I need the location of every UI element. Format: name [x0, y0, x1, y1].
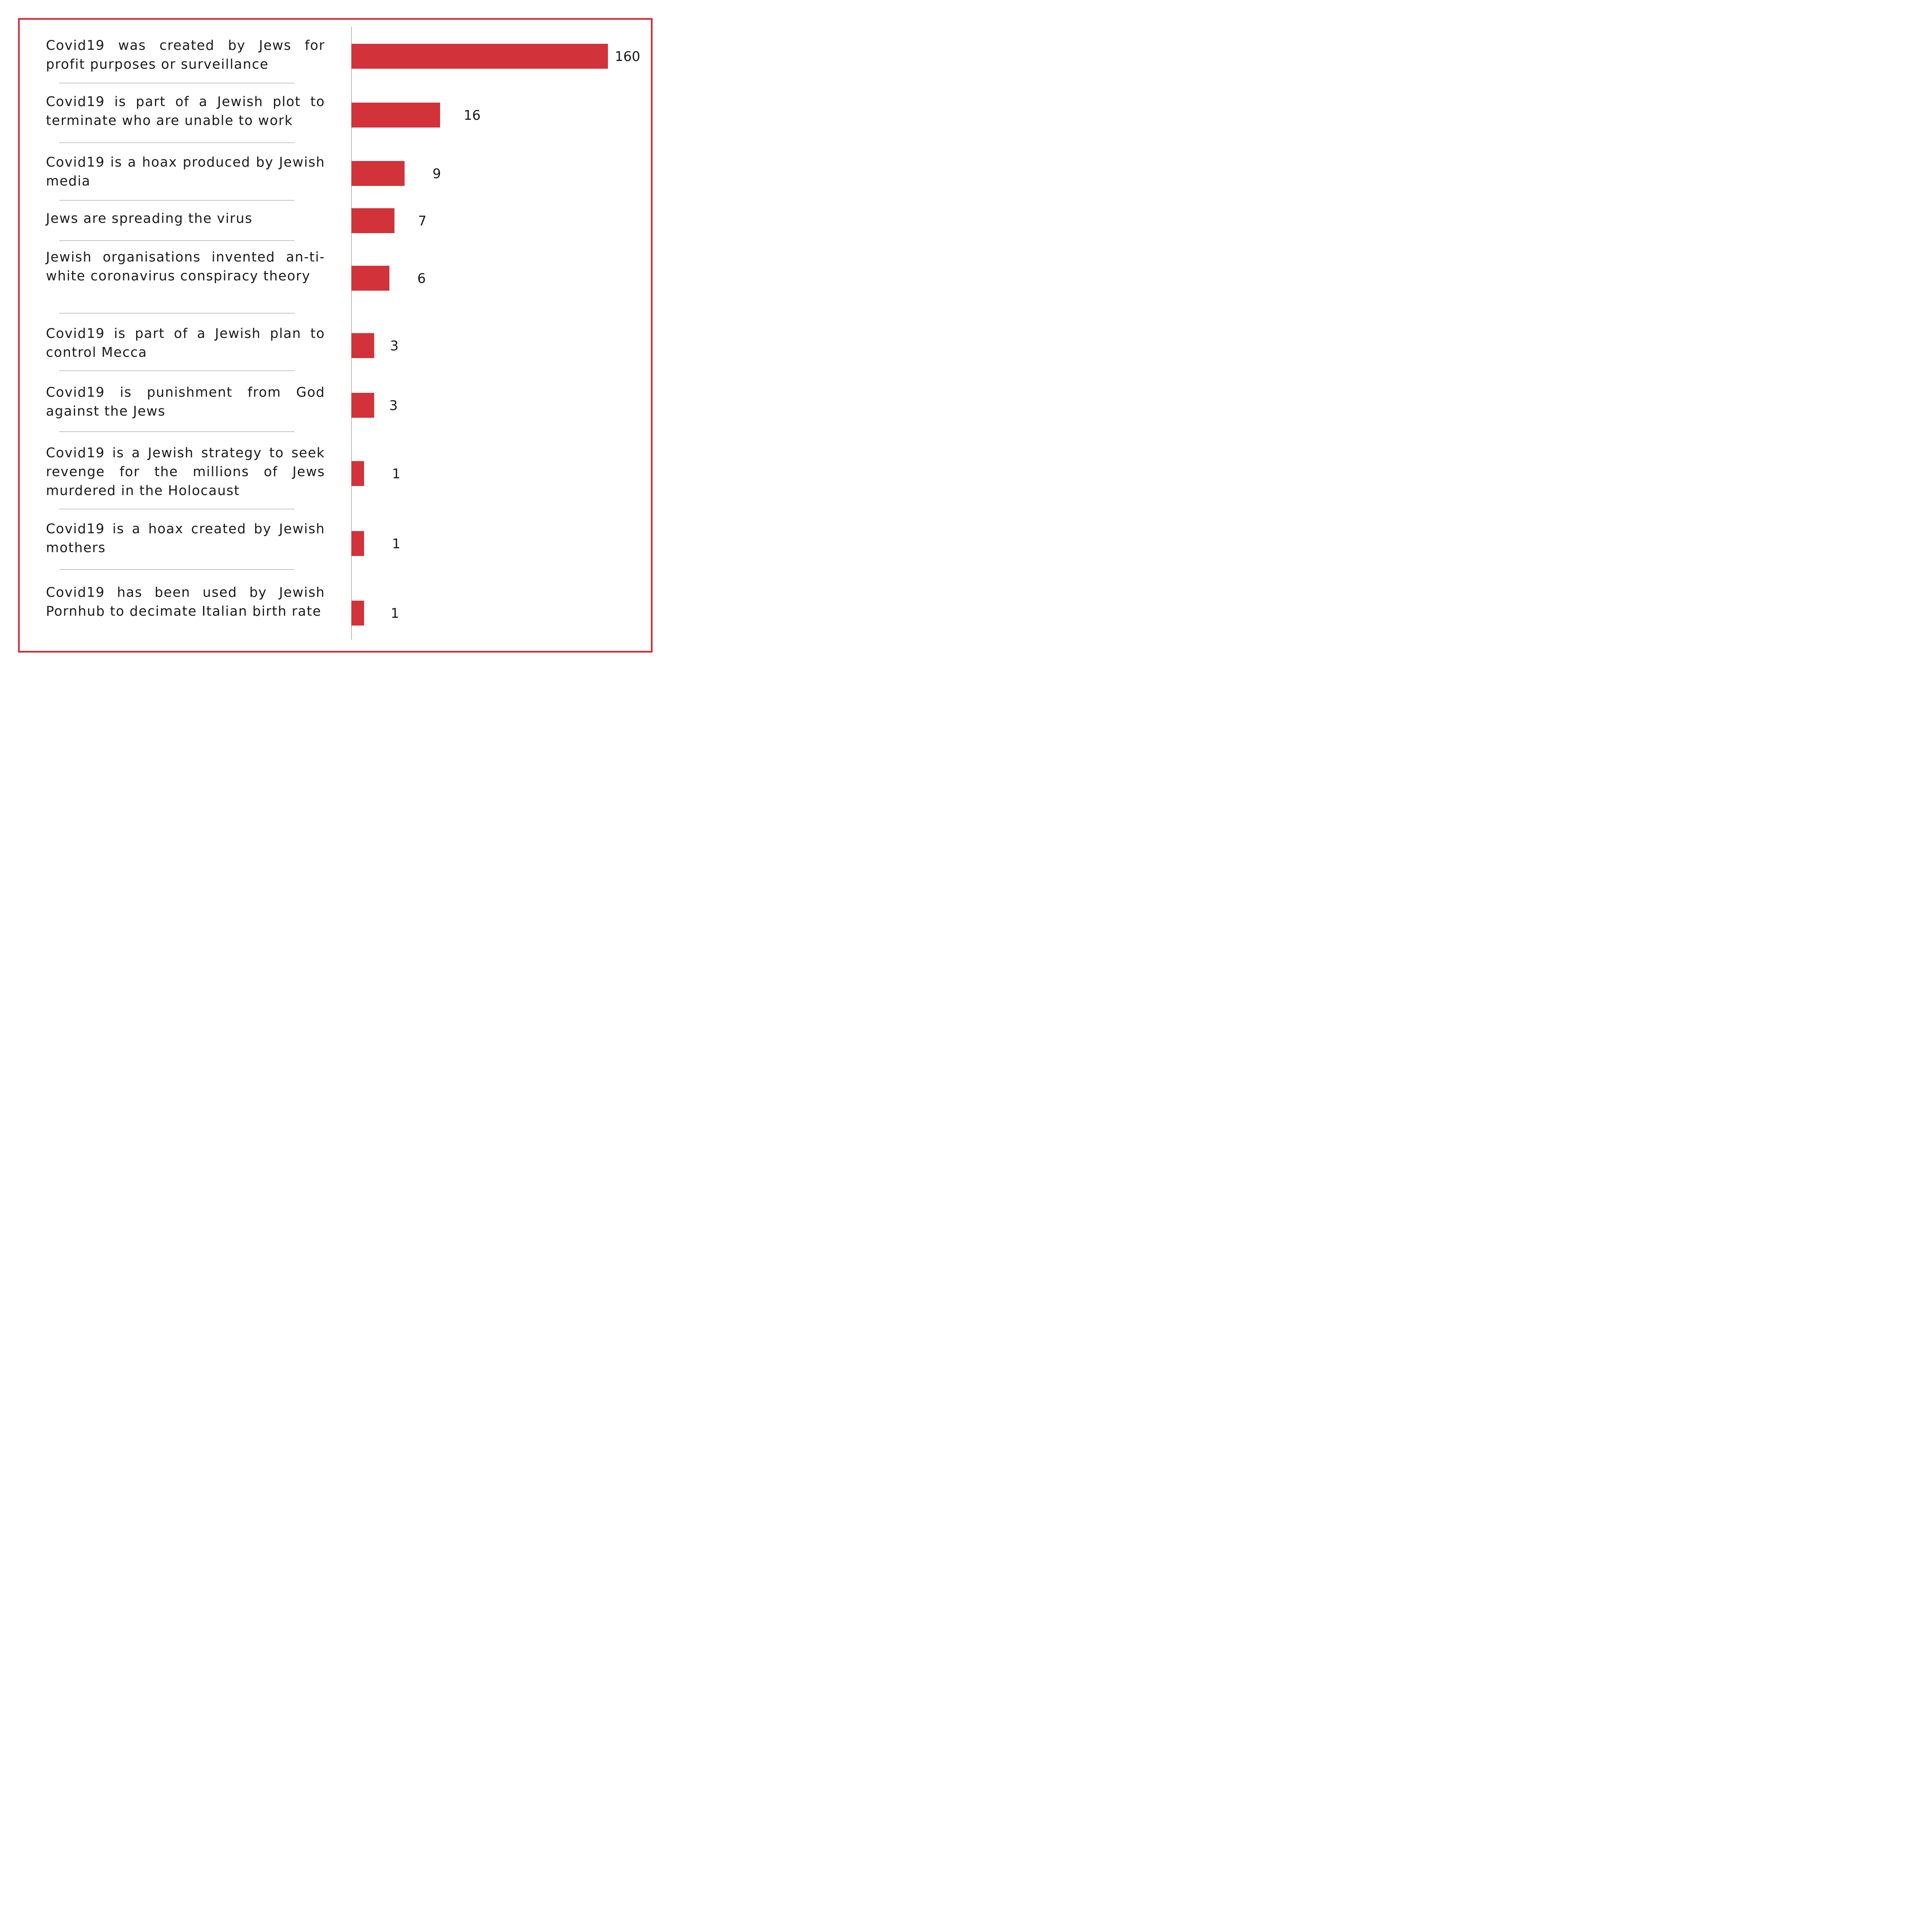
bar-9: [352, 531, 364, 556]
category-label-9: Covid19 is a hoax created by Jewish moth…: [46, 521, 325, 556]
bar-6: [352, 333, 374, 358]
value-label-5: 6: [417, 271, 426, 286]
category-label-7: Covid19 is punishment from God against t…: [46, 385, 325, 419]
row-divider: [59, 569, 295, 570]
category-label-6: Covid19 is part of a Jewish plan to cont…: [46, 326, 325, 360]
category-label-2: Covid19 is part of a Jewish plot to term…: [46, 94, 325, 128]
category-label-8: Covid19 is a Jewish strategy to seek rev…: [46, 445, 325, 498]
bar-1: [352, 44, 608, 69]
chart-frame: [18, 18, 653, 653]
value-label-9: 1: [392, 536, 401, 552]
category-label-4: Jews are spreading the virus: [46, 211, 253, 226]
value-label-7: 3: [389, 398, 398, 413]
category-label-10: Covid19 has been used by Jewish Pornhub …: [46, 585, 325, 619]
row-divider: [59, 431, 295, 432]
bar-4: [352, 208, 395, 233]
category-axis-line: [351, 27, 352, 640]
value-label-3: 9: [432, 166, 441, 182]
bar-3: [352, 161, 405, 186]
bar-plot: 160 16 9 7 6 3 3 1 1 1: [352, 44, 640, 626]
value-label-6: 3: [390, 338, 399, 354]
value-label-10: 1: [391, 606, 399, 621]
bar-8: [352, 461, 364, 486]
value-label-1: 160: [615, 49, 640, 64]
value-label-8: 1: [392, 466, 401, 482]
value-label-2: 16: [464, 108, 480, 123]
category-label-3: Covid19 is a hoax produced by Jewish med…: [46, 155, 325, 189]
bar-5: [352, 266, 389, 291]
category-label-5: Jewish organisations invented an-ti-whit…: [46, 249, 325, 284]
category-label-1: Covid19 was created by Jews for profit p…: [46, 38, 325, 72]
bar-7: [352, 393, 374, 418]
bar-2: [352, 103, 440, 128]
row-divider: [59, 240, 295, 241]
bar-10: [352, 601, 364, 626]
value-label-4: 7: [418, 213, 427, 229]
